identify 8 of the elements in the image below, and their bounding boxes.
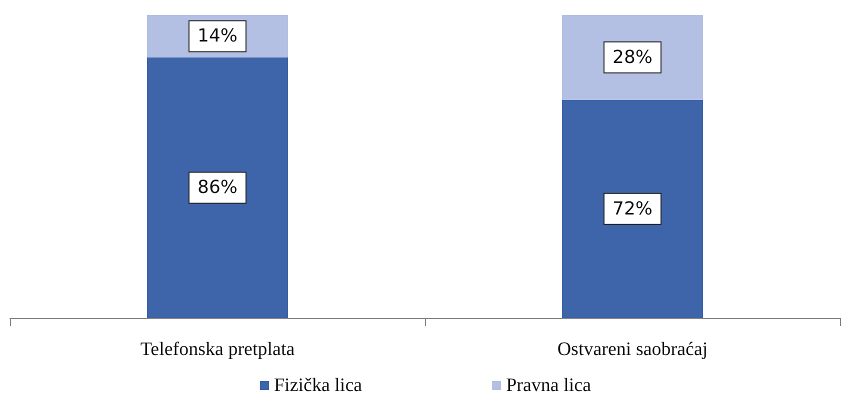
legend-label: Fizička lica bbox=[274, 375, 363, 396]
legend-label: Pravna lica bbox=[506, 375, 592, 396]
data-label: 72% bbox=[612, 198, 653, 220]
data-label: 86% bbox=[197, 177, 238, 198]
data-label: 28% bbox=[612, 46, 653, 68]
x-tick-label: Telefonska pretplata bbox=[140, 339, 296, 360]
x-tick-label: Ostvareni saobraćaj bbox=[557, 339, 708, 360]
data-label: 14% bbox=[197, 26, 238, 47]
